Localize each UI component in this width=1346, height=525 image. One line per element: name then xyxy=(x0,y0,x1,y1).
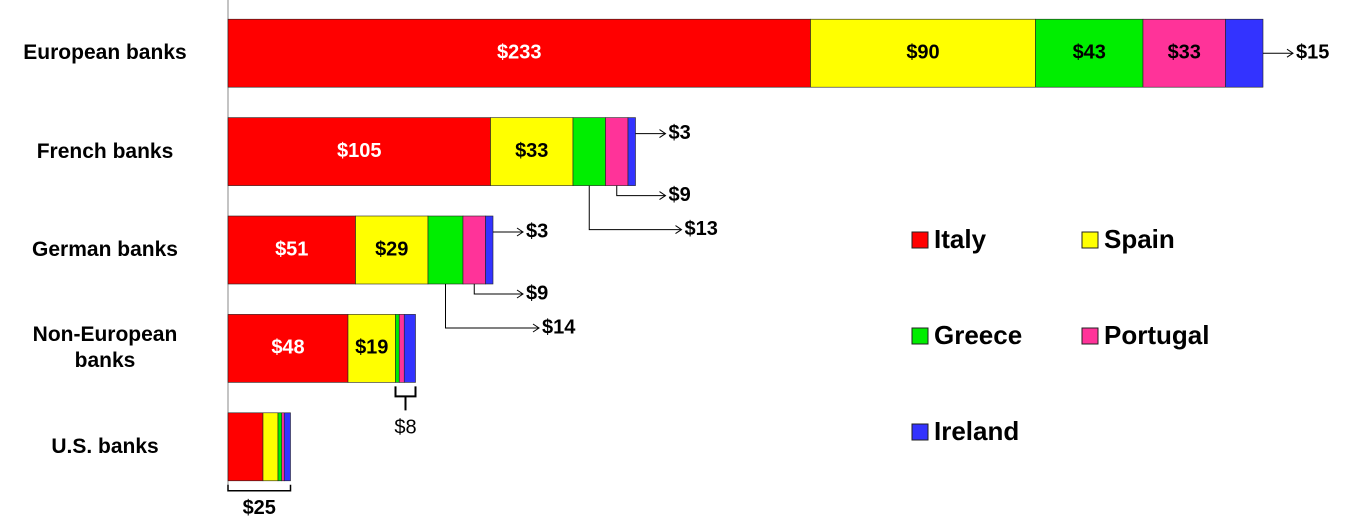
arrow-head xyxy=(659,191,667,201)
bracket xyxy=(394,386,417,411)
annotation: $25 xyxy=(243,497,276,519)
legend-swatch xyxy=(1081,327,1099,345)
legend-label: Ireland xyxy=(934,416,1019,446)
value-label: $15 xyxy=(1296,41,1329,63)
bar-segment xyxy=(810,18,1036,88)
value-label: $233 xyxy=(497,41,542,63)
bar-segment xyxy=(605,117,629,186)
value-label: $13 xyxy=(685,218,718,240)
legend-label: Italy xyxy=(934,224,987,254)
bar-segment xyxy=(572,117,606,186)
bar-segment xyxy=(277,412,283,482)
bar-segment xyxy=(227,18,811,88)
bar-segment xyxy=(395,314,400,383)
legend-swatch xyxy=(1081,231,1099,249)
value-label: $51 xyxy=(275,238,308,260)
value-label: $3 xyxy=(526,220,548,242)
value-label: $29 xyxy=(375,238,408,260)
leader-line xyxy=(588,185,682,231)
legend-label: Spain xyxy=(1104,224,1175,254)
value-label: $48 xyxy=(271,337,304,359)
bracket xyxy=(227,484,292,492)
leader-line xyxy=(473,284,523,295)
value-label: $14 xyxy=(542,316,576,338)
value-label: $33 xyxy=(1168,41,1201,63)
bar-segment xyxy=(227,117,491,186)
bar-segment xyxy=(262,412,279,482)
value-label: $9 xyxy=(526,282,548,304)
bar-segment xyxy=(227,412,264,482)
legend-swatch xyxy=(911,423,929,441)
annotation: $8 xyxy=(394,417,416,439)
value-label: $9 xyxy=(669,184,691,206)
legend-swatch xyxy=(911,231,929,249)
bar-segment xyxy=(490,117,574,186)
bar-segment xyxy=(427,215,464,285)
value-label: $3 xyxy=(669,122,691,144)
legend-label: Greece xyxy=(934,320,1022,350)
legend-swatch xyxy=(911,327,929,345)
bar-segment xyxy=(347,314,396,383)
arrow-head xyxy=(675,225,683,235)
arrow-head xyxy=(532,323,540,333)
legend-label: Portugal xyxy=(1104,320,1209,350)
leader-line xyxy=(445,284,539,329)
bar-segment xyxy=(1035,18,1144,88)
category-label: German banks xyxy=(32,238,178,261)
bar-segment xyxy=(403,314,416,383)
bar-segment xyxy=(1225,18,1264,88)
bar-segment xyxy=(627,117,636,186)
value-label: $33 xyxy=(515,140,548,162)
value-label: $90 xyxy=(906,41,939,63)
category-label: French banks xyxy=(36,139,174,163)
value-label: $43 xyxy=(1073,41,1106,63)
category-label: U.S. banks xyxy=(51,434,159,458)
arrow-head xyxy=(516,227,524,237)
bar-segment xyxy=(283,412,291,482)
bar-segment xyxy=(398,314,405,383)
bar-segment xyxy=(485,215,494,285)
arrow-head xyxy=(659,129,667,139)
bar-segment xyxy=(281,412,285,482)
value-label: $19 xyxy=(355,337,388,359)
arrow-head xyxy=(1286,48,1294,58)
leader-line xyxy=(616,185,666,197)
category-label: European banks xyxy=(23,41,187,65)
bar-segment xyxy=(462,215,486,285)
value-label: $105 xyxy=(337,140,382,162)
bar-segment xyxy=(355,215,429,285)
category-label: Non-European banks xyxy=(32,323,178,373)
arrow-head xyxy=(516,289,524,299)
bar-segment xyxy=(227,215,356,285)
